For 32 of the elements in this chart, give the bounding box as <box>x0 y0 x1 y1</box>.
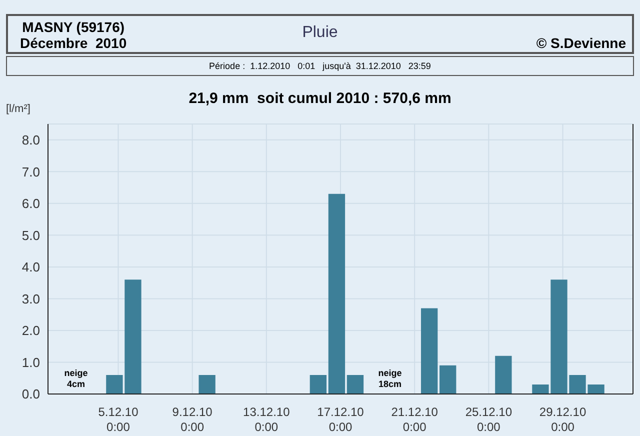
y-tick-label: 8.0 <box>22 132 40 148</box>
bar <box>198 374 216 394</box>
chart-title: Pluie <box>302 24 338 41</box>
y-tick-label: 2.0 <box>22 323 40 338</box>
x-tick-label: 25.12.10 0:00 <box>465 405 512 434</box>
y-tick-label: 0.0 <box>22 386 40 402</box>
bar <box>420 308 438 394</box>
y-tick-label: 5.0 <box>22 228 40 243</box>
bar <box>310 374 327 394</box>
bar <box>346 374 364 394</box>
y-tick-label: 4.0 <box>22 260 40 275</box>
annotation: neige 18cm <box>377 368 403 390</box>
x-tick-label: 13.12.10 0:00 <box>243 405 290 434</box>
text: Décembre 2010 <box>20 35 127 51</box>
y-tick-label: 7.0 <box>22 164 40 180</box>
text: 21,9 mm soit cumul 2010 : 570,6 mm <box>188 90 452 107</box>
chart-subtitle: Période : 1.12.2010 0:01 jusqu'à 31.12.2010 23:59 <box>6 56 634 76</box>
bar <box>328 194 346 394</box>
y-tick-label: 6.0 <box>22 196 40 212</box>
x-tick-label: 21.12.10 0:00 <box>391 405 438 434</box>
bar <box>440 365 456 394</box>
text: © S.Devienne <box>536 35 626 51</box>
x-tick-label: 5.12.10 0:00 <box>98 405 139 434</box>
y-tick-label: 1.0 <box>22 354 40 370</box>
y-axis-title: [l/m²] <box>6 103 30 115</box>
text: MASNY (59176) <box>21 19 126 35</box>
annotation: neige 4cm <box>63 368 89 390</box>
x-tick-label: 17.12.10 0:00 <box>317 405 364 434</box>
x-tick-label: 9.12.10 0:00 <box>172 405 213 434</box>
y-tick-label: 3.0 <box>22 291 40 306</box>
bar <box>495 356 512 394</box>
x-tick-label: 29.12.10 0:00 <box>539 405 586 434</box>
